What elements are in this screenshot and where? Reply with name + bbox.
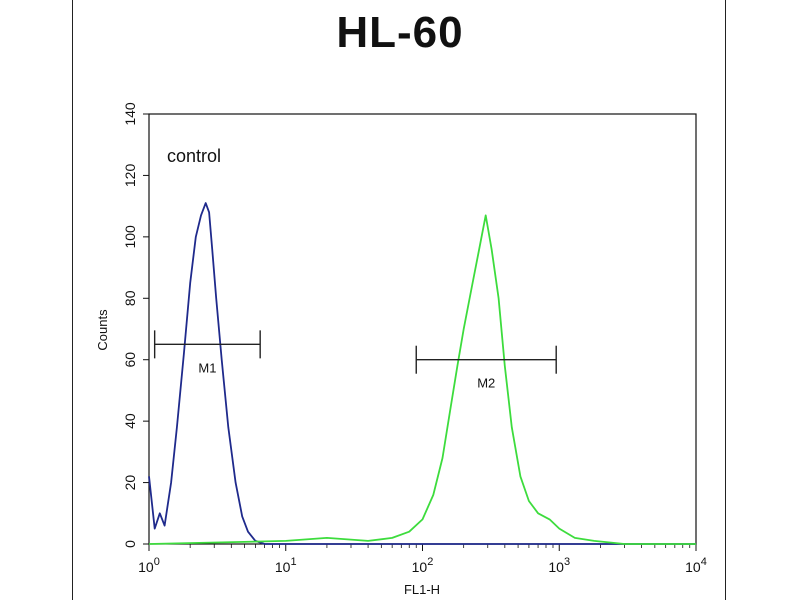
histogram-series-1 (148, 202, 696, 545)
x-axis-title: FL1-H (404, 582, 440, 597)
chart-title: HL-60 (336, 8, 464, 57)
x-tick-label: 103 (548, 556, 570, 575)
y-tick-label: 100 (122, 225, 138, 249)
x-tick-label: 100 (138, 556, 160, 575)
x-tick-label: 101 (275, 556, 297, 575)
figure-frame (72, 0, 726, 600)
plot-area (148, 113, 697, 545)
y-tick-label: 120 (122, 164, 138, 188)
x-tick-label: 104 (685, 556, 707, 575)
x-tick-label: 102 (412, 556, 434, 575)
y-tick-label: 140 (122, 102, 138, 126)
y-tick-label: 0 (122, 540, 138, 548)
y-axis-title: Counts (95, 309, 110, 351)
gate-marker-label: M1 (198, 360, 216, 375)
y-tick-label: 40 (122, 413, 138, 429)
histogram-series-2 (148, 214, 696, 545)
gate-marker-label: M2 (477, 376, 495, 391)
y-tick-label: 80 (122, 290, 138, 306)
control-annotation: control (167, 146, 221, 166)
y-tick-label: 60 (122, 352, 138, 368)
y-tick-label: 20 (122, 475, 138, 491)
